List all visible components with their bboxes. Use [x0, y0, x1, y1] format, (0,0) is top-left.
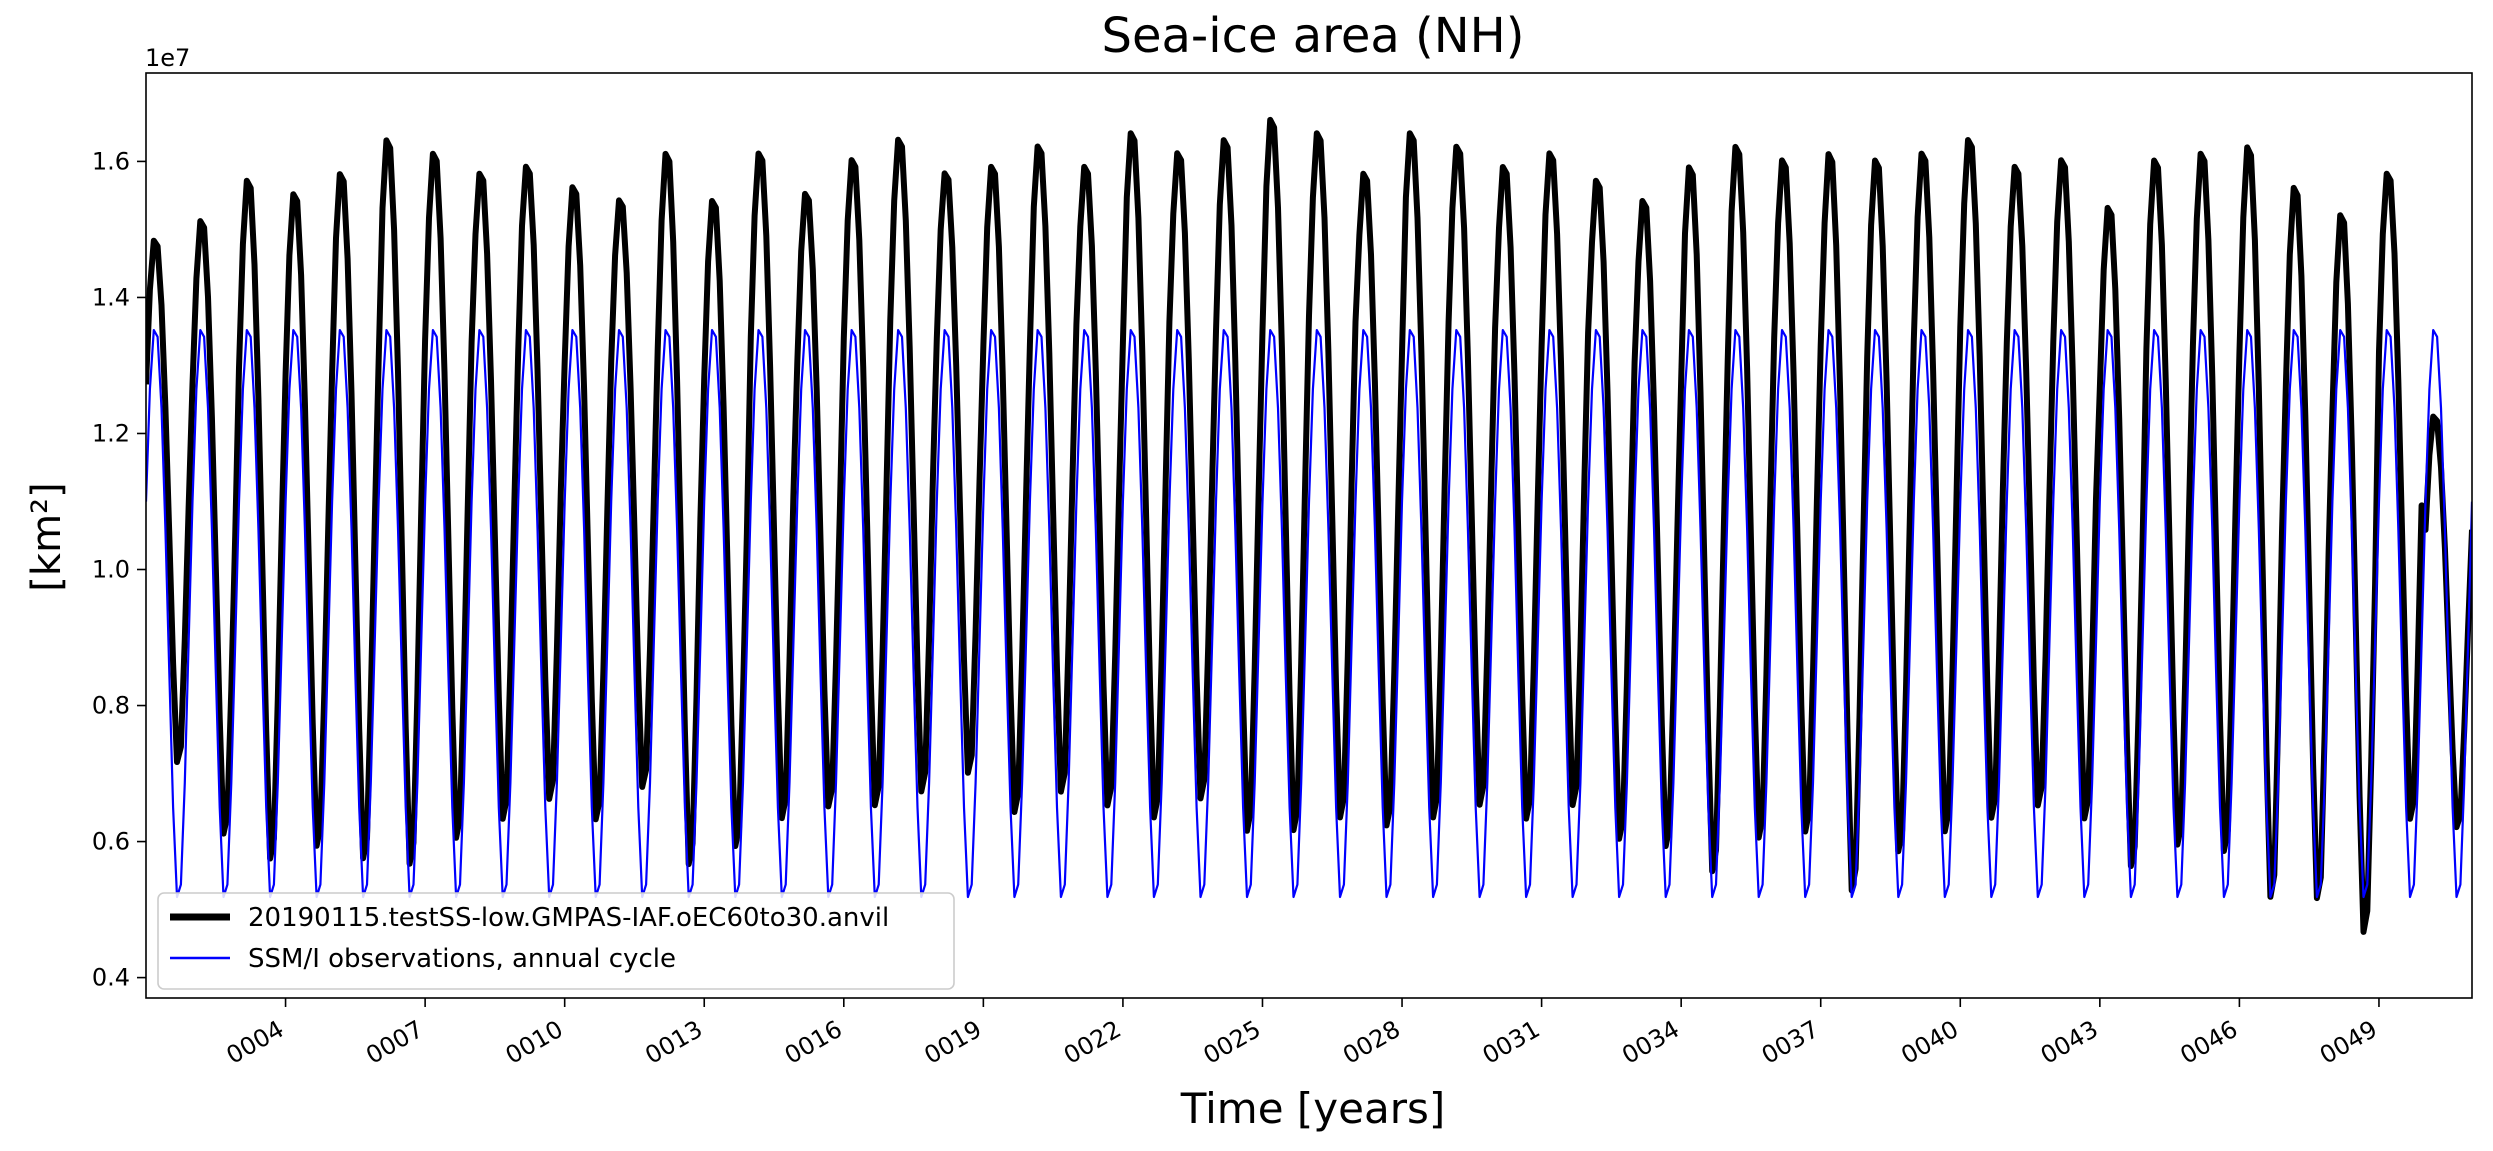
- plot-frame: [145, 72, 2473, 999]
- y-offset-label: 1e7: [145, 44, 190, 72]
- y-axis: 0.4 0.6 0.8 1.0 1.2 1.4 1.6: [92, 147, 146, 992]
- x-axis-label: Time [years]: [1180, 1084, 1446, 1133]
- x-tick-label: 0019: [919, 1015, 986, 1070]
- x-tick-label: 0046: [2176, 1015, 2243, 1070]
- legend-label-model: 20190115.testSS-low.GMPAS-IAF.oEC60to30.…: [248, 903, 889, 933]
- x-tick-label: 0010: [501, 1015, 568, 1070]
- series-layer: [146, 116, 2472, 935]
- x-tick-label: 0007: [361, 1015, 428, 1070]
- x-tick-label: 0037: [1757, 1015, 1824, 1070]
- y-tick-label: 1.4: [92, 283, 130, 311]
- x-axis: 0004 0007 0010 0013 0016 0019 0022 0025 0028 0031…: [222, 998, 2382, 1070]
- x-tick-label: 0043: [2036, 1015, 2103, 1070]
- x-tick-label: 0040: [1896, 1015, 1963, 1070]
- x-tick-label: 0004: [222, 1015, 289, 1070]
- y-tick-label: 1.0: [92, 556, 130, 584]
- y-tick-label: 1.6: [92, 147, 130, 175]
- x-tick-label: 0022: [1059, 1015, 1126, 1070]
- x-tick-label: 0025: [1199, 1015, 1266, 1070]
- y-tick-label: 1.2: [92, 419, 130, 447]
- y-tick-label: 0.4: [92, 964, 130, 992]
- y-tick-label: 0.8: [92, 692, 130, 720]
- legend-box: [157, 892, 955, 990]
- series-line-observations: [146, 329, 2472, 899]
- x-tick-label: 0049: [2315, 1015, 2382, 1070]
- y-axis-label: [km²]: [24, 482, 70, 591]
- x-tick-label: 0013: [640, 1015, 707, 1070]
- x-tick-label: 0016: [780, 1015, 847, 1070]
- chart-title: Sea-ice area (NH): [1102, 8, 1525, 64]
- x-tick-label: 0034: [1617, 1015, 1684, 1070]
- series-line-model: [146, 116, 2472, 935]
- x-tick-label: 0028: [1338, 1015, 1405, 1070]
- y-tick-label: 0.6: [92, 828, 130, 856]
- legend-label-obs: SSM/I observations, annual cycle: [248, 944, 676, 974]
- plot-area: [145, 72, 2473, 999]
- x-tick-label: 0031: [1478, 1015, 1545, 1070]
- legend: 20190115.testSS-low.GMPAS-IAF.oEC60to30.…: [157, 892, 955, 990]
